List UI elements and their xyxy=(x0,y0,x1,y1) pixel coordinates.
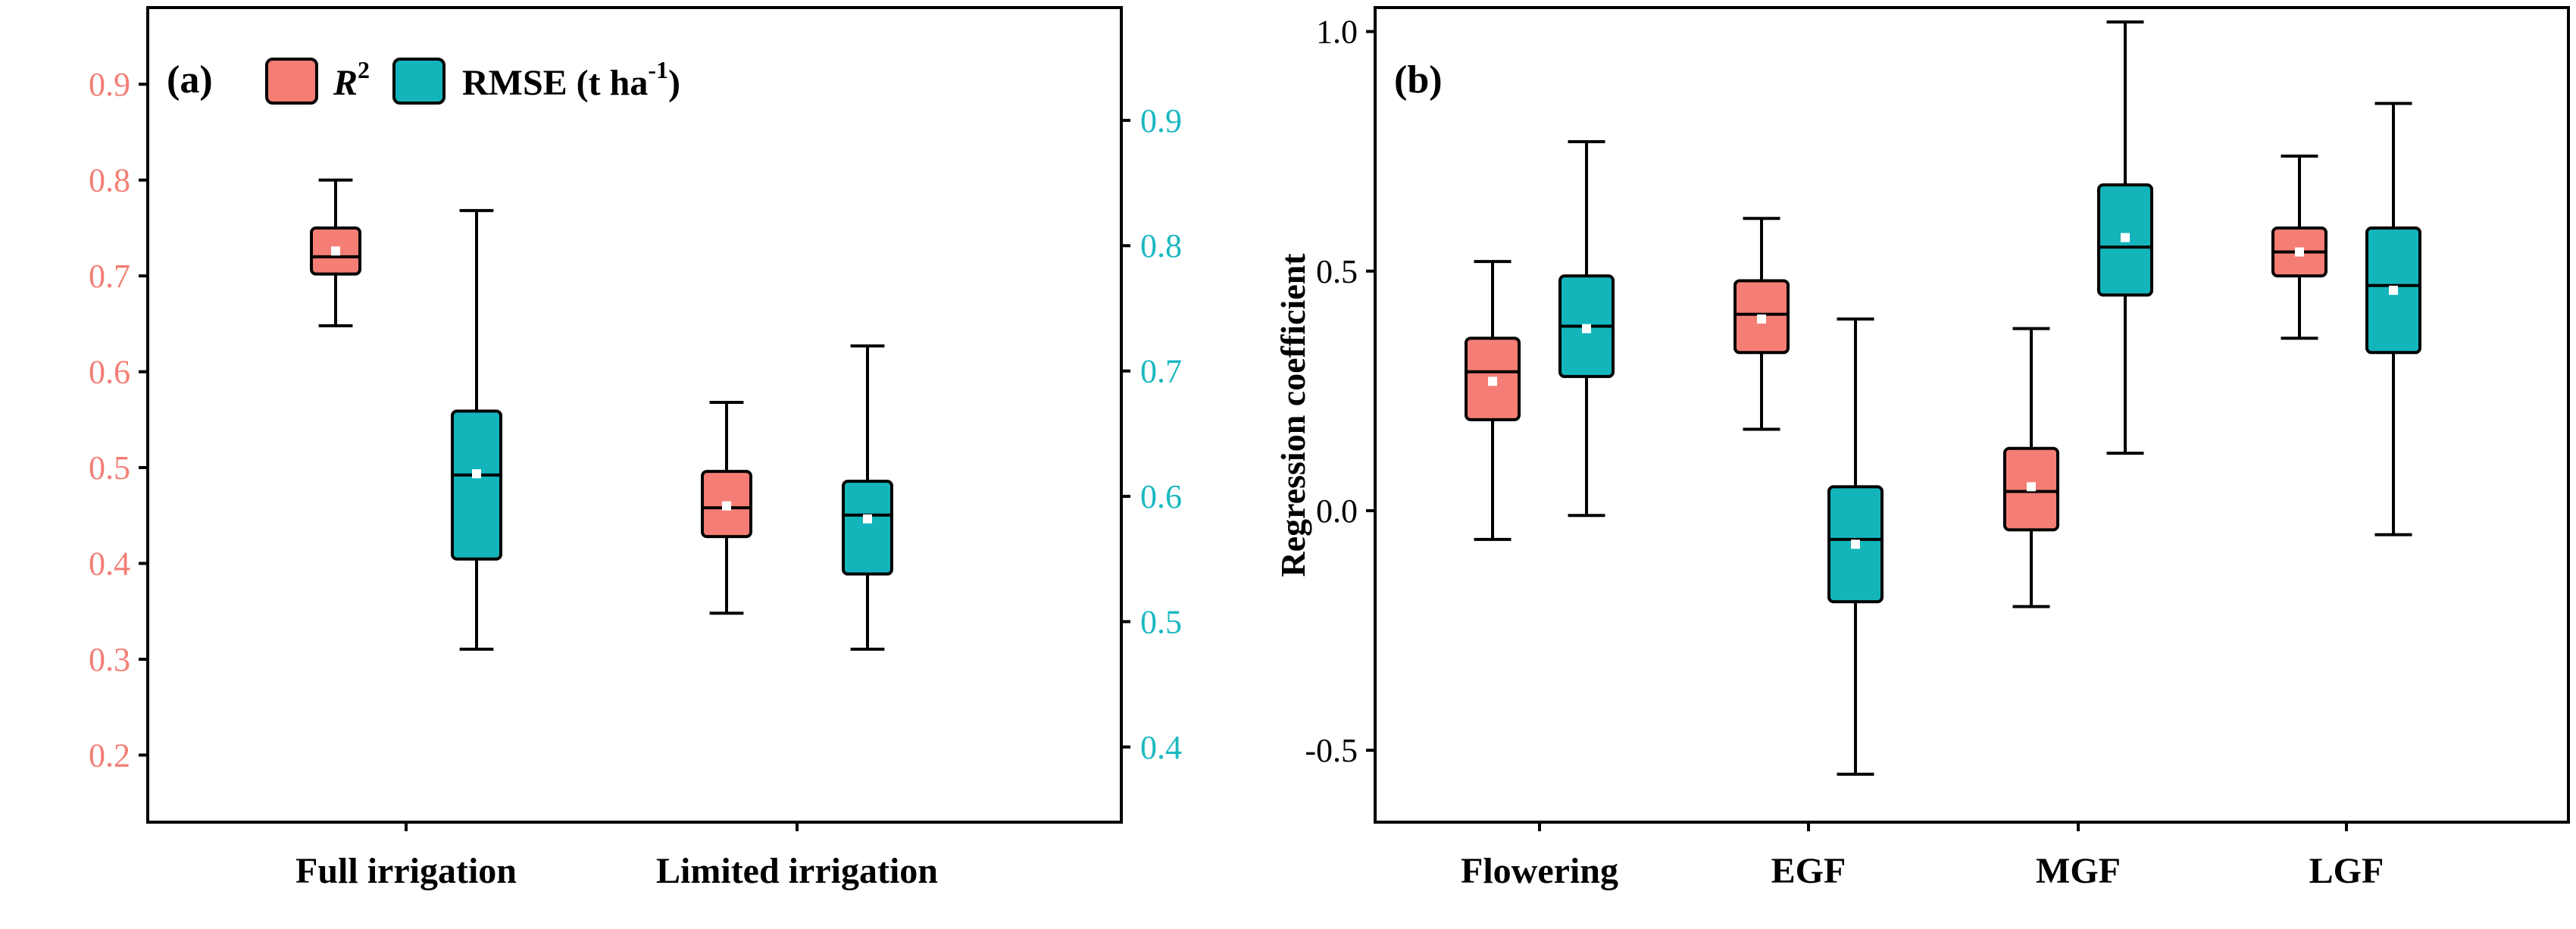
box-r2 xyxy=(1733,217,1790,431)
panel-a-boxes xyxy=(310,178,893,651)
box-iqr xyxy=(842,480,893,576)
panel-b-frame xyxy=(1374,6,2570,824)
legend-r2-label: R2 xyxy=(333,56,370,103)
mean-marker xyxy=(2121,233,2130,242)
category-label: Full irrigation xyxy=(295,851,517,891)
box-r2 xyxy=(1465,260,1521,541)
mean-marker xyxy=(1851,540,1860,549)
panel-a-frame xyxy=(146,6,1123,824)
tick-label: 0.5 xyxy=(1316,253,1358,290)
tick-label: 0.2 xyxy=(89,737,130,774)
legend-r2-swatch xyxy=(265,58,318,105)
category-label: LGF xyxy=(2309,851,2384,891)
mean-marker xyxy=(2295,247,2304,257)
box-r2 xyxy=(2271,155,2327,340)
legend-rmse-superscript: -1 xyxy=(648,56,668,83)
tick-label: 0.5 xyxy=(1140,603,1182,640)
box-r2 xyxy=(701,401,752,615)
panel-b-x-axis: Flowering EGF MGF LGF xyxy=(1461,822,2384,891)
panel-a-label: (a) xyxy=(167,58,213,102)
panel-b-y-axis-title: Regression coefficient xyxy=(1274,253,1312,577)
box-r2 xyxy=(2003,327,2059,608)
mean-marker xyxy=(1582,324,1591,333)
tick-label: 0.8 xyxy=(1140,227,1182,264)
mean-marker xyxy=(2027,482,2036,492)
box-rmse xyxy=(1827,317,1884,776)
mean-marker xyxy=(1488,377,1497,386)
box-rmse xyxy=(2365,102,2421,536)
tick-label: 0.7 xyxy=(1140,353,1182,390)
box-rmse xyxy=(2097,20,2153,455)
mean-marker xyxy=(472,469,481,479)
tick-label: 0.4 xyxy=(89,546,130,583)
panel-a-left-axis: 0.2 0.3 0.4 0.5 0.6 0.7 0.8 0.9 xyxy=(89,66,148,774)
legend-rmse-label: RMSE (t ha-1) xyxy=(462,56,680,103)
box-rmse xyxy=(842,344,893,651)
legend: R2 RMSE (t ha-1) xyxy=(265,56,680,105)
legend-r2-superscript: 2 xyxy=(358,56,370,83)
panel-b-boxes xyxy=(1465,20,2421,776)
tick-label: 0.7 xyxy=(89,258,130,295)
tick-label: 0.9 xyxy=(89,66,130,103)
category-label: EGF xyxy=(1771,851,1846,891)
panel-b-y-axis: -0.5 0.0 0.5 1.0 xyxy=(1305,14,1375,769)
tick-label: 0.9 xyxy=(1140,102,1182,139)
legend-rmse-close: ) xyxy=(668,63,680,103)
tick-label: 0.0 xyxy=(1316,493,1358,530)
mean-marker xyxy=(331,246,340,256)
tick-label: 0.4 xyxy=(1140,729,1182,766)
category-label: Flowering xyxy=(1461,851,1618,891)
panel-a-x-axis: Full irrigation Limited irrigation xyxy=(295,822,938,891)
tick-label: 0.5 xyxy=(89,449,130,486)
mean-marker xyxy=(1757,314,1766,324)
mean-marker xyxy=(722,501,731,511)
tick-label: 0.8 xyxy=(89,162,130,199)
mean-marker xyxy=(863,514,872,524)
tick-label: 0.3 xyxy=(89,641,130,678)
tick-label: 0.6 xyxy=(1140,478,1182,515)
panel-a-right-axis: 0.4 0.5 0.6 0.7 0.8 0.9 xyxy=(1121,102,1182,766)
panel-b-label: (b) xyxy=(1394,58,1443,102)
tick-label: 1.0 xyxy=(1316,14,1358,51)
box-r2 xyxy=(310,178,361,327)
box-rmse xyxy=(451,208,502,651)
tick-label: 0.6 xyxy=(89,354,130,391)
mean-marker xyxy=(2389,286,2398,296)
box-rmse xyxy=(1558,140,1615,518)
category-label: MGF xyxy=(2036,851,2121,891)
box-iqr xyxy=(451,409,502,561)
tick-label: -0.5 xyxy=(1305,732,1358,769)
legend-rmse-swatch xyxy=(392,58,445,105)
category-label: Limited irrigation xyxy=(656,851,938,891)
